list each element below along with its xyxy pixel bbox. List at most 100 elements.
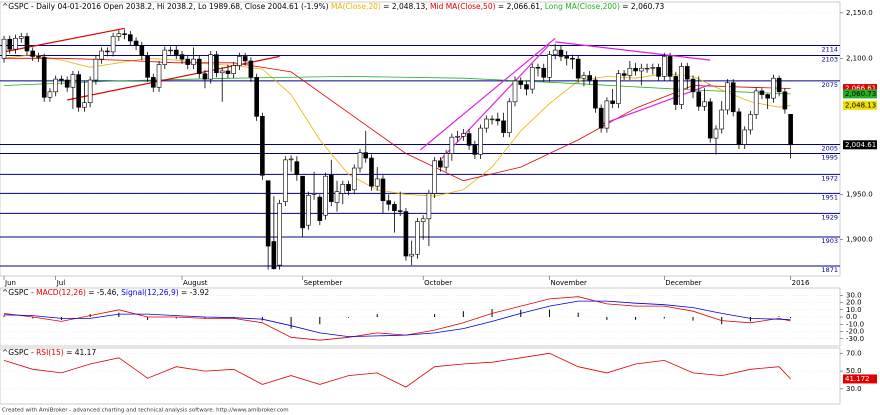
candle-body [47,91,53,98]
candle-body [443,153,449,168]
candle-body [535,67,541,69]
candle-body [317,196,323,221]
candle-body [357,152,363,169]
level-label: 2075 [821,81,838,89]
candle-body [518,80,524,85]
candle-body [725,82,730,111]
value-tag: 2,048.13 [845,101,876,109]
value-tag: 41.172 [845,375,870,383]
candle-body [340,184,346,194]
candle-body [105,50,110,53]
candle-body [495,118,501,122]
y-tick-label: 2,150.0 [846,9,873,17]
candle-body [41,57,47,98]
candle-body [759,90,765,95]
level-label: 1951 [821,193,838,201]
candle-body [156,64,162,88]
candle-body [673,76,679,105]
candle-body [679,66,684,105]
candle-body [438,160,443,168]
level-label: 1929 [821,213,838,221]
legend-name: MACD(12,26) [36,288,86,297]
candle-body [506,101,512,133]
legend-value: = 41.17 [64,348,97,357]
trend-line [3,27,125,53]
y-tick-label: 30.0 [846,291,862,299]
candle-body [306,194,311,226]
candle-body [604,100,610,129]
candle-body [1,38,7,59]
value-tag-bg [843,100,877,110]
candle-body [53,78,59,93]
indicator-line [3,300,791,338]
candle-body [730,82,736,113]
candle-body [707,101,713,139]
x-tick-label: Jul [56,279,66,287]
panel-header: ^GSPC - Daily 04-01-2016 Open 2038.2, Hi… [2,2,665,11]
legend-value: = 2,060.73 [620,2,665,11]
candle-body [696,91,702,107]
x-tick-label: October [424,279,452,287]
candle-body [294,161,300,175]
candle-body [116,33,122,37]
candle-body [219,70,225,74]
candle-body [765,94,770,99]
panel-header: ^GSPC - RSI(15) = 41.17 [2,348,96,357]
legend-name: RSI(15) [36,348,64,357]
value-tag-bg [843,84,877,94]
candle-body [214,54,219,74]
candle-body [110,36,116,53]
legend-name: Signal(12,26,9) [121,288,179,297]
y-tick-label: 20.0 [846,299,862,307]
candle-body [667,56,673,77]
y-tick-label: -30.0 [846,335,864,343]
candle-body [788,114,793,146]
x-tick-label: August [183,279,208,287]
candle-body [231,65,236,74]
candle-body [529,67,535,90]
candle-body [311,193,317,195]
candle-body [524,84,529,90]
panel-frame [0,1,841,277]
candle-body [36,56,41,58]
candle-body [162,49,168,65]
y-tick-label: 10.0 [846,306,862,314]
candle-body [323,175,328,216]
candle-body [150,77,156,88]
candle-body [702,101,707,107]
value-tag-bg [843,374,877,384]
candle-body [254,77,259,117]
candle-body [76,74,81,108]
candle-body [328,174,334,202]
candle-body [661,56,667,77]
candle-body [122,33,127,35]
candle-body [420,218,426,222]
value-tag-bg [843,140,877,150]
candle-body [300,175,305,229]
candle-body [432,160,437,194]
candle-body [277,203,282,266]
candle-body [512,80,518,103]
candle-body [351,167,357,191]
candle-body [466,133,472,146]
candle-body [208,54,214,80]
candle-body [18,36,24,39]
candle-body [713,128,719,139]
candle-body [403,211,409,257]
legend-name: Long MA(Close,200) [545,2,620,11]
candle-body [59,78,64,81]
candle-body [283,159,288,202]
header-prefix: ^GSPC - [2,348,36,357]
y-tick-label: -10.0 [846,320,864,328]
trend-line [439,44,550,161]
value-tag-bg [843,89,877,99]
panel-header: ^GSPC - MACD(12,26) = -5.46, Signal(12,2… [2,288,209,297]
candle-body [139,45,145,56]
candle-body [242,56,248,62]
legend-value: = -3.92 [179,288,210,297]
trend-line [419,37,556,151]
candle-body [133,40,139,46]
candle-body [173,49,179,55]
candle-body [719,109,725,130]
